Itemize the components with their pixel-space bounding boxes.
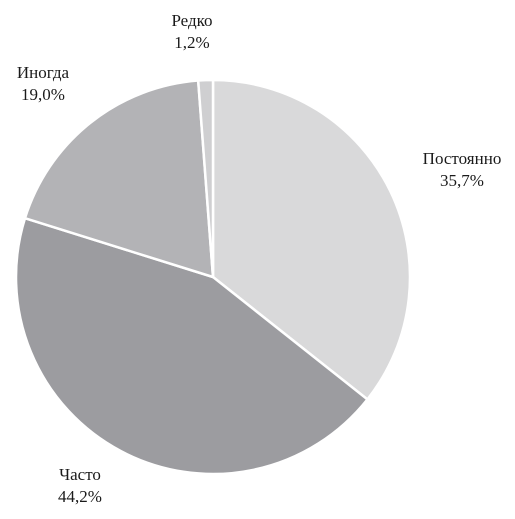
slice-label-inogda: Иногда 19,0% <box>17 62 69 106</box>
pie-slice-1 <box>14 216 369 476</box>
slice-value: 1,2% <box>174 33 210 52</box>
slice-value: 44,2% <box>58 487 102 506</box>
slice-value: 35,7% <box>440 171 484 190</box>
slice-name: Редко <box>171 11 213 30</box>
slice-label-chasto: Часто 44,2% <box>58 464 102 508</box>
slice-name: Часто <box>59 465 101 484</box>
slice-label-redko: Редко 1,2% <box>171 10 212 54</box>
pie-slice-2 <box>23 79 215 279</box>
slice-name: Иногда <box>16 63 70 82</box>
slice-label-postoyanno: Постоянно 35,7% <box>423 148 502 192</box>
slice-name: Постоянно <box>422 149 502 168</box>
pie-slice-3 <box>196 78 215 279</box>
pie-slice-0 <box>211 78 412 401</box>
slice-value: 19,0% <box>21 85 65 104</box>
